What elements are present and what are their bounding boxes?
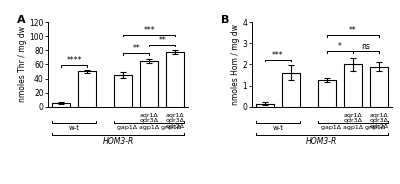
Text: ***: *** bbox=[144, 26, 155, 35]
Text: HOM3-R: HOM3-R bbox=[306, 137, 338, 146]
Text: A: A bbox=[17, 15, 26, 25]
Text: **: ** bbox=[132, 44, 140, 53]
Bar bbox=[78, 71, 96, 107]
Text: aqr1Δ
qdr3Δ
qdr2Δ: aqr1Δ qdr3Δ qdr2Δ bbox=[370, 113, 388, 129]
Bar bbox=[52, 103, 70, 107]
Text: ***: *** bbox=[272, 51, 284, 60]
Text: aqr1Δ
qdr3Δ: aqr1Δ qdr3Δ bbox=[343, 113, 362, 123]
Bar bbox=[282, 73, 300, 107]
Text: *: * bbox=[338, 42, 342, 51]
Text: ****: **** bbox=[66, 56, 82, 65]
Text: w-t: w-t bbox=[272, 125, 283, 131]
Text: **: ** bbox=[158, 36, 166, 45]
Bar bbox=[318, 80, 336, 107]
Text: HOM3-R: HOM3-R bbox=[102, 137, 134, 146]
Text: aqr1Δ
qdr3Δ: aqr1Δ qdr3Δ bbox=[140, 113, 159, 123]
Text: ns: ns bbox=[362, 42, 370, 51]
Text: aqr1Δ
qdr3Δ
qdr2Δ: aqr1Δ qdr3Δ qdr2Δ bbox=[166, 113, 185, 129]
Text: gap1Δ agp1Δ gnp1Δ: gap1Δ agp1Δ gnp1Δ bbox=[117, 125, 181, 130]
Bar bbox=[166, 52, 184, 107]
Text: gap1Δ agp1Δ gnp1Δ: gap1Δ agp1Δ gnp1Δ bbox=[321, 125, 385, 130]
Text: w-t: w-t bbox=[69, 125, 80, 131]
Bar bbox=[114, 75, 132, 107]
Text: B: B bbox=[221, 15, 229, 25]
Bar bbox=[370, 67, 388, 107]
Bar bbox=[256, 104, 274, 107]
Text: **: ** bbox=[349, 26, 357, 35]
Bar bbox=[344, 64, 362, 107]
Y-axis label: nmoles Thr / mg dw: nmoles Thr / mg dw bbox=[18, 26, 26, 102]
Y-axis label: nmoles Hom / mg dw: nmoles Hom / mg dw bbox=[231, 24, 240, 105]
Bar bbox=[140, 61, 158, 107]
